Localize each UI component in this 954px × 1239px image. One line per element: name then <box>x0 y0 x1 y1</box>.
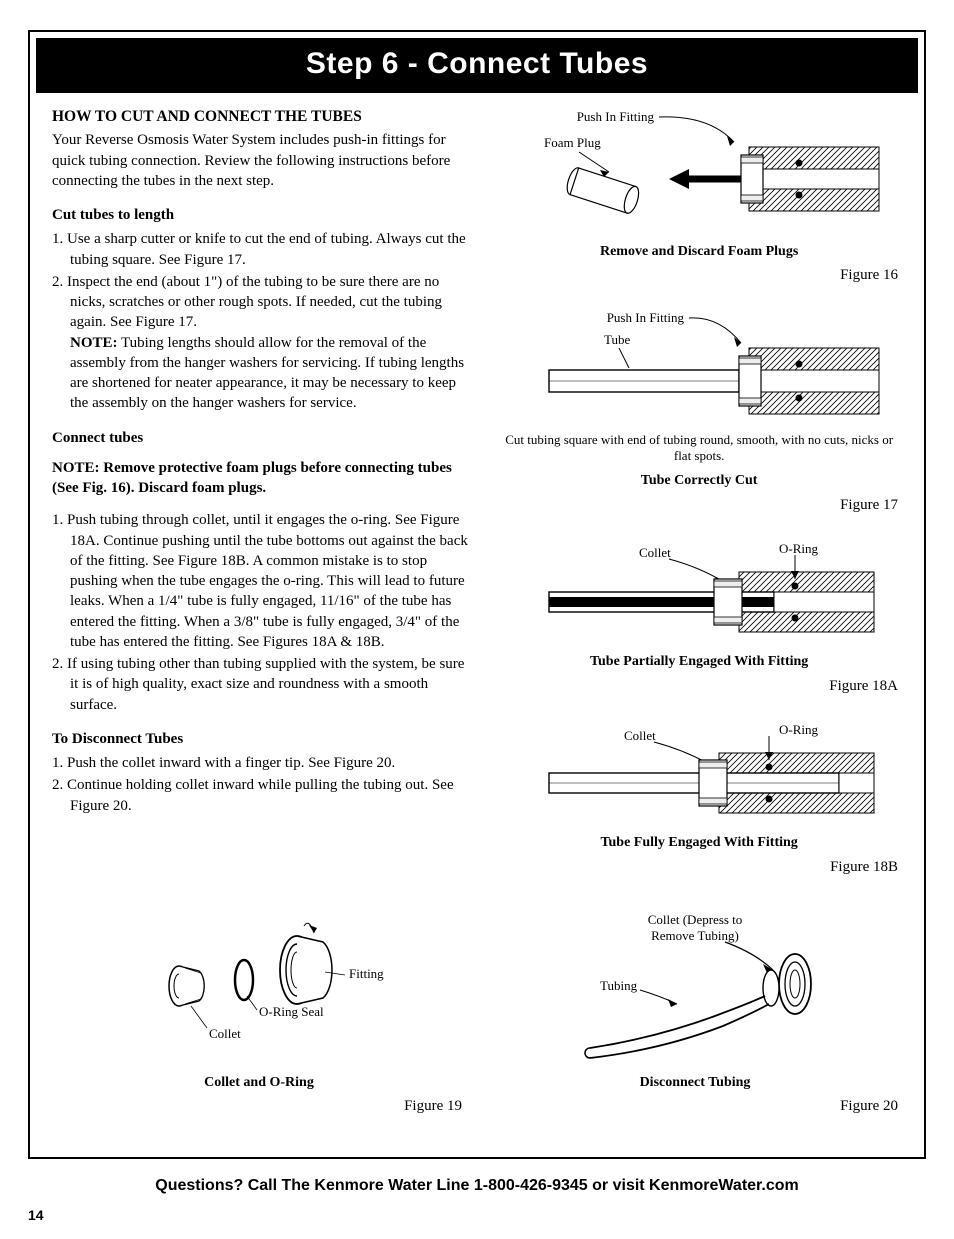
cut-item-2-text: 2. Inspect the end (about 1") of the tub… <box>52 274 442 331</box>
cut-note-label: NOTE: <box>70 335 118 351</box>
fig19-caption: Collet and O-Ring <box>52 1074 466 1093</box>
fig18b-oring-label: O-Ring <box>779 722 819 737</box>
figure-19: Fitting O-Ring Seal Collet Collet and O-… <box>52 908 466 1117</box>
cut-item-1: 1. Use a sharp cutter or knife to cut th… <box>52 229 474 270</box>
connect-list: 1. Push tubing through collet, until it … <box>52 510 474 715</box>
connect-item-1: 1. Push tubing through collet, until it … <box>52 510 474 652</box>
fig18b-number: Figure 18B <box>496 857 902 877</box>
figure-18b: Collet O-Ring <box>496 718 902 877</box>
figure-20: Collet (Depress to Remove Tubing) Tubing <box>488 908 902 1117</box>
figure-20-svg: Collet (Depress to Remove Tubing) Tubing <box>495 908 895 1068</box>
disconnect-item-1: 1. Push the collet inward with a finger … <box>52 753 474 773</box>
connect-note: NOTE: Remove protective foam plugs befor… <box>52 458 474 499</box>
fig19-collet-label: Collet <box>209 1026 241 1041</box>
figure-16: Push In Fitting Foam Plug <box>496 107 902 286</box>
fig18a-caption: Tube Partially Engaged With Fitting <box>496 653 902 672</box>
connect-heading: Connect tubes <box>52 428 474 448</box>
fig20-collet-label2: Remove Tubing) <box>651 928 739 943</box>
fig20-tubing-label: Tubing <box>600 978 638 993</box>
figure-17-svg: Push In Fitting Tube <box>509 308 889 428</box>
two-column-layout: HOW TO CUT AND CONNECT THE TUBES Your Re… <box>30 107 924 900</box>
intro-paragraph: Your Reverse Osmosis Water System includ… <box>52 130 474 191</box>
fig17-push-label: Push In Fitting <box>607 310 685 325</box>
fig16-push-label: Push In Fitting <box>577 109 655 124</box>
fig16-foam-label: Foam Plug <box>544 135 601 150</box>
main-heading: HOW TO CUT AND CONNECT THE TUBES <box>52 107 474 128</box>
footer-text: Questions? Call The Kenmore Water Line 1… <box>28 1175 926 1197</box>
figure-18a: Collet O-Ring <box>496 537 902 696</box>
cut-note-text: Tubing lengths should allow for the remo… <box>70 335 464 412</box>
fig18b-caption: Tube Fully Engaged With Fitting <box>496 834 902 853</box>
fig19-number: Figure 19 <box>52 1096 466 1116</box>
page: Step 6 - Connect Tubes HOW TO CUT AND CO… <box>0 0 954 1239</box>
cut-list: 1. Use a sharp cutter or knife to cut th… <box>52 229 474 413</box>
fig16-caption: Remove and Discard Foam Plugs <box>496 243 902 262</box>
fig18a-collet-label: Collet <box>639 545 671 560</box>
fig17-number: Figure 17 <box>496 495 902 515</box>
step-banner: Step 6 - Connect Tubes <box>36 38 918 93</box>
right-column: Push In Fitting Foam Plug <box>496 107 902 900</box>
fig20-number: Figure 20 <box>488 1096 902 1116</box>
cut-item-2: 2. Inspect the end (about 1") of the tub… <box>52 272 474 414</box>
fig18a-oring-label: O-Ring <box>779 541 819 556</box>
fig19-oring-label: O-Ring Seal <box>259 1004 324 1019</box>
bottom-figures-row: Fitting O-Ring Seal Collet Collet and O-… <box>30 908 924 1139</box>
disconnect-item-2: 2. Continue holding collet inward while … <box>52 775 474 816</box>
cut-heading: Cut tubes to length <box>52 205 474 225</box>
fig17-subtext: Cut tubing square with end of tubing rou… <box>496 432 902 465</box>
content-frame: Step 6 - Connect Tubes HOW TO CUT AND CO… <box>28 30 926 1159</box>
figure-18b-svg: Collet O-Ring <box>509 718 889 828</box>
disconnect-heading: To Disconnect Tubes <box>52 729 474 749</box>
figure-19-svg: Fitting O-Ring Seal Collet <box>59 908 459 1068</box>
figure-17: Push In Fitting Tube <box>496 308 902 516</box>
fig18a-number: Figure 18A <box>496 676 902 696</box>
left-column: HOW TO CUT AND CONNECT THE TUBES Your Re… <box>52 107 474 900</box>
connect-item-2: 2. If using tubing other than tubing sup… <box>52 654 474 715</box>
page-number: 14 <box>28 1206 926 1225</box>
fig19-fitting-label: Fitting <box>349 966 384 981</box>
fig20-collet-label1: Collet (Depress to <box>648 912 743 927</box>
figure-18a-svg: Collet O-Ring <box>509 537 889 647</box>
disconnect-list: 1. Push the collet inward with a finger … <box>52 753 474 816</box>
fig20-caption: Disconnect Tubing <box>488 1074 902 1093</box>
fig17-tube-label: Tube <box>604 332 630 347</box>
fig17-caption: Tube Correctly Cut <box>496 472 902 491</box>
figure-16-svg: Push In Fitting Foam Plug <box>509 107 889 237</box>
fig16-number: Figure 16 <box>496 265 902 285</box>
fig18b-collet-label: Collet <box>624 728 656 743</box>
